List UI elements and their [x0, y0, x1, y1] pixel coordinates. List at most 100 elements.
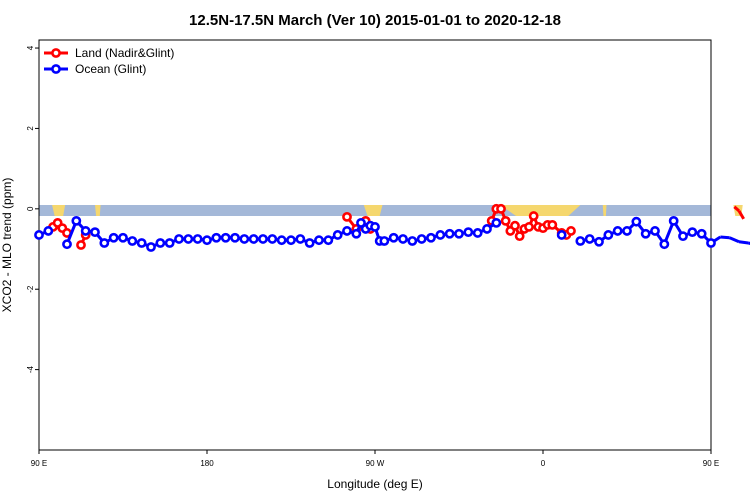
data-point	[465, 229, 472, 236]
data-point	[670, 217, 677, 224]
y-axis-label: XCO2 - MLO trend (ppm)	[0, 178, 14, 313]
data-point	[497, 205, 504, 212]
data-point	[567, 227, 574, 234]
data-point	[101, 239, 108, 246]
data-point	[595, 238, 602, 245]
data-point	[343, 213, 350, 220]
data-point	[558, 231, 565, 238]
series-line-segment	[739, 242, 748, 243]
data-point	[586, 235, 593, 242]
data-point	[474, 229, 481, 236]
series-ocean	[35, 217, 750, 250]
data-point	[409, 237, 416, 244]
data-point	[119, 234, 126, 241]
data-point	[427, 234, 434, 241]
data-point	[194, 235, 201, 242]
data-point	[175, 235, 182, 242]
data-point	[698, 230, 705, 237]
legend-swatch-marker	[52, 49, 59, 56]
data-point	[511, 222, 518, 229]
legend-swatch-marker	[52, 65, 59, 72]
data-point	[213, 234, 220, 241]
data-point	[157, 239, 164, 246]
data-point	[325, 237, 332, 244]
x-tick-label: 0	[541, 459, 546, 468]
data-point	[390, 234, 397, 241]
data-point	[605, 231, 612, 238]
data-point	[138, 239, 145, 246]
data-point	[250, 235, 257, 242]
data-point	[437, 231, 444, 238]
y-tick-label: 2	[26, 126, 35, 131]
data-point	[651, 227, 658, 234]
data-point	[707, 239, 714, 246]
data-point	[222, 234, 229, 241]
data-point	[525, 223, 532, 230]
chart: 12.5N-17.5N March (Ver 10) 2015-01-01 to…	[0, 0, 750, 500]
series-line-segment	[739, 211, 744, 219]
x-axis-ticks: 90 E 180 90 W 0 90 E	[31, 450, 719, 468]
data-point	[334, 231, 341, 238]
data-point	[306, 239, 313, 246]
data-point	[549, 221, 556, 228]
data-point	[689, 229, 696, 236]
y-tick-label: -4	[26, 366, 35, 374]
x-tick-label: 90 W	[366, 459, 385, 468]
data-point	[241, 235, 248, 242]
data-point	[418, 235, 425, 242]
legend-item-land: Land (Nadir&Glint)	[44, 46, 174, 60]
data-point	[614, 227, 621, 234]
data-point	[679, 233, 686, 240]
series-line-segment	[720, 237, 729, 238]
data-point	[147, 243, 154, 250]
data-point	[623, 227, 630, 234]
data-point	[231, 234, 238, 241]
data-point	[530, 212, 537, 219]
data-point	[661, 241, 668, 248]
data-point	[278, 237, 285, 244]
legend: Land (Nadir&Glint) Ocean (Glint)	[44, 46, 174, 76]
legend-label: Ocean (Glint)	[75, 62, 146, 76]
y-tick-label: 0	[26, 206, 35, 211]
data-point	[633, 218, 640, 225]
data-point	[203, 237, 210, 244]
x-tick-label: 90 E	[31, 459, 47, 468]
data-point	[446, 230, 453, 237]
data-point	[269, 235, 276, 242]
x-axis-label: Longitude (deg E)	[327, 477, 422, 491]
y-tick-label: 4	[26, 45, 35, 50]
data-point	[399, 235, 406, 242]
data-point	[493, 219, 500, 226]
series-line-segment	[730, 238, 739, 242]
data-point	[315, 237, 322, 244]
data-point	[502, 217, 509, 224]
data-point	[63, 241, 70, 248]
data-point	[353, 230, 360, 237]
x-tick-label: 180	[200, 459, 214, 468]
x-tick-label: 90 E	[703, 459, 719, 468]
data-point	[91, 229, 98, 236]
data-point	[381, 237, 388, 244]
data-point	[483, 225, 490, 232]
data-point	[185, 235, 192, 242]
data-point	[82, 227, 89, 234]
data-point	[77, 241, 84, 248]
data-point	[45, 227, 52, 234]
data-point	[287, 237, 294, 244]
data-point	[371, 223, 378, 230]
data-point	[35, 231, 42, 238]
chart-title: 12.5N-17.5N March (Ver 10) 2015-01-01 to…	[189, 12, 561, 29]
data-point	[642, 230, 649, 237]
data-point	[577, 237, 584, 244]
data-point	[343, 227, 350, 234]
data-point	[129, 237, 136, 244]
data-point	[516, 233, 523, 240]
legend-label: Land (Nadir&Glint)	[75, 46, 174, 60]
data-point	[455, 230, 462, 237]
y-axis-ticks: 4 2 0 -2 -4	[26, 45, 39, 373]
data-point	[297, 235, 304, 242]
y-tick-label: -2	[26, 285, 35, 293]
data-point	[73, 217, 80, 224]
data-point	[259, 235, 266, 242]
data-point	[166, 239, 173, 246]
